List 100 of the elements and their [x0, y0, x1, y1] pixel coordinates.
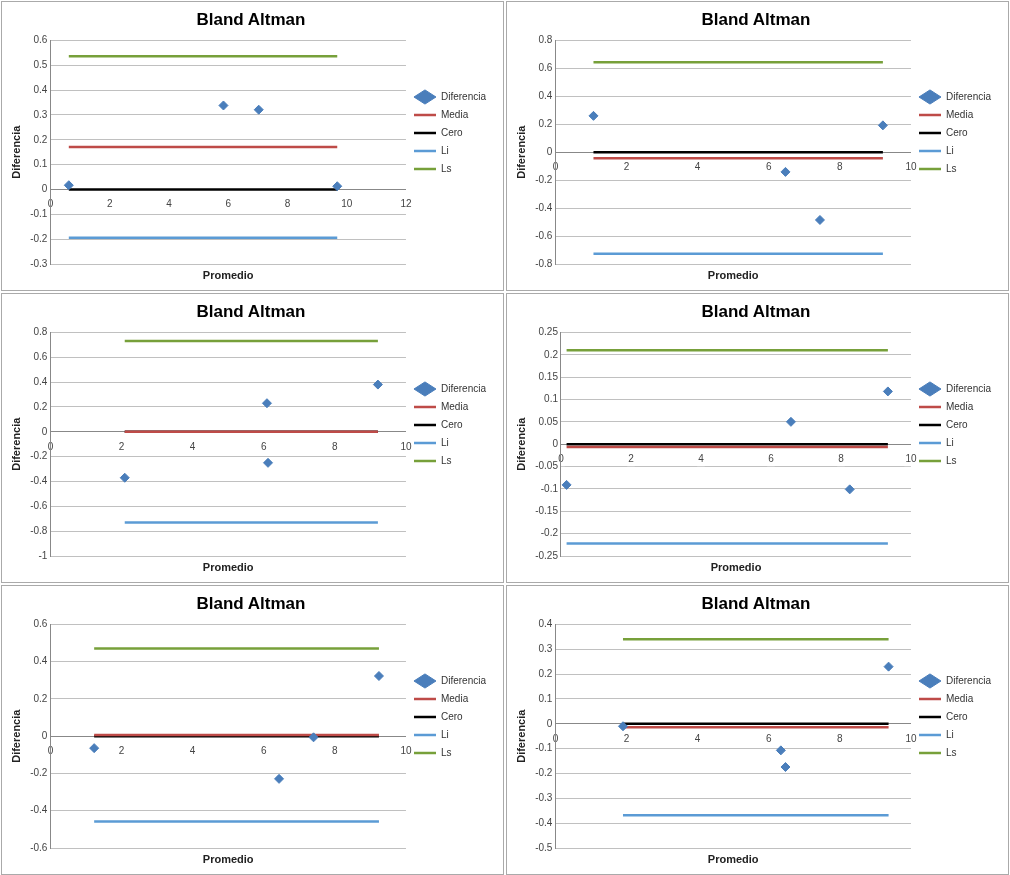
- x-tick-label: 8: [837, 732, 844, 744]
- y-tick-label: 0.3: [538, 642, 553, 654]
- y-tick-label: -1: [38, 549, 48, 561]
- x-axis-title: Promedio: [202, 560, 254, 573]
- legend-label: Li: [945, 728, 954, 740]
- x-tick-label: 4: [694, 160, 701, 172]
- legend-label: Cero: [945, 710, 969, 722]
- legend-label: Li: [440, 728, 449, 740]
- x-tick-label: 8: [332, 440, 339, 452]
- y-tick-label: -0.2: [30, 450, 48, 462]
- legend-label: Cero: [945, 126, 969, 138]
- x-axis-title: Promedio: [707, 268, 759, 281]
- y-tick-label: 0: [546, 145, 553, 157]
- y-tick-label: 0.4: [33, 375, 48, 387]
- x-tick-label: 6: [260, 744, 267, 756]
- x-tick-label: 6: [765, 732, 772, 744]
- legend-label: Media: [440, 108, 469, 120]
- x-tick-label: 10: [905, 732, 917, 744]
- chart-title: Bland Altman: [701, 9, 811, 29]
- y-tick-label: 0.4: [33, 83, 48, 95]
- y-axis-title: Diferencia: [514, 124, 527, 179]
- y-tick-label: 0.6: [33, 350, 48, 362]
- legend-label: Media: [440, 400, 469, 412]
- y-tick-label: 0.2: [538, 118, 553, 129]
- x-tick-label: 8: [284, 198, 291, 210]
- x-tick-label: 10: [400, 744, 412, 756]
- legend-label: Diferencia: [945, 674, 992, 686]
- y-tick-label: -0.1: [30, 208, 48, 220]
- y-tick-label: 0: [41, 183, 48, 195]
- y-tick-label: -0.6: [30, 841, 48, 853]
- y-tick-label: 0.1: [33, 158, 48, 170]
- x-tick-label: 2: [118, 744, 125, 756]
- x-axis-title: Promedio: [202, 268, 254, 281]
- x-tick-label: 10: [905, 452, 917, 464]
- legend-label: Diferencia: [440, 674, 487, 686]
- legend-label: Ls: [440, 162, 452, 174]
- y-tick-label: 0.4: [33, 655, 48, 667]
- x-tick-label: 6: [260, 440, 267, 452]
- chart-title: Bland Altman: [196, 301, 306, 321]
- x-tick-label: 10: [341, 198, 353, 210]
- y-tick-label: 0.4: [538, 90, 553, 102]
- legend-label: Li: [440, 436, 449, 448]
- chart-title: Bland Altman: [196, 593, 306, 613]
- y-tick-label: 0.15: [538, 370, 559, 382]
- y-tick-label: -0.2: [535, 173, 553, 185]
- y-tick-label: 0.2: [33, 400, 48, 412]
- y-tick-label: -0.8: [30, 524, 48, 536]
- x-axis-title: Promedio: [710, 560, 762, 573]
- legend-label: Media: [945, 400, 974, 412]
- y-tick-label: -0.2: [535, 767, 553, 779]
- x-tick-label: 4: [166, 198, 173, 210]
- y-tick-label: -0.3: [30, 257, 48, 269]
- y-tick-label: -0.2: [540, 527, 559, 539]
- x-tick-label: 8: [837, 160, 844, 172]
- y-axis-title: Diferencia: [514, 416, 527, 471]
- chart-title: Bland Altman: [701, 301, 811, 321]
- y-tick-label: 0.6: [33, 618, 48, 630]
- x-tick-label: 10: [400, 440, 412, 452]
- x-tick-label: 2: [623, 160, 630, 172]
- x-tick-label: 8: [332, 744, 339, 756]
- x-tick-label: 6: [768, 452, 775, 464]
- x-tick-label: 4: [189, 744, 196, 756]
- legend-label: Diferencia: [440, 382, 487, 394]
- legend-label: Media: [945, 108, 974, 120]
- x-tick-label: 6: [225, 198, 232, 210]
- x-tick-label: 2: [106, 198, 113, 210]
- y-tick-label: -0.2: [30, 232, 48, 244]
- y-tick-label: -0.4: [30, 804, 48, 816]
- y-tick-label: 0.2: [33, 692, 48, 704]
- y-tick-label: -0.05: [535, 460, 559, 472]
- y-tick-label: 0: [546, 717, 553, 729]
- legend-label: Cero: [440, 126, 464, 138]
- legend-label: Cero: [945, 418, 969, 430]
- y-tick-label: 0.6: [538, 62, 553, 74]
- y-tick-label: -0.1: [535, 742, 553, 754]
- y-tick-label: 0: [41, 425, 48, 437]
- y-tick-label: -0.8: [535, 257, 553, 269]
- x-axis-title: Promedio: [202, 852, 254, 865]
- legend-label: Media: [440, 692, 469, 704]
- legend-label: Li: [440, 144, 449, 156]
- legend-label: Li: [945, 436, 954, 448]
- legend-label: Ls: [440, 454, 452, 466]
- y-tick-label: -0.25: [535, 549, 559, 561]
- legend-label: Ls: [945, 162, 957, 174]
- y-tick-label: -0.4: [535, 201, 553, 213]
- legend-label: Cero: [440, 418, 464, 430]
- y-axis-title: Diferencia: [9, 416, 22, 471]
- legend-label: Diferencia: [440, 90, 487, 102]
- y-axis-title: Diferencia: [9, 124, 22, 179]
- y-tick-label: 0.5: [33, 58, 48, 70]
- legend-label: Diferencia: [945, 90, 992, 102]
- y-tick-label: 0.4: [538, 618, 553, 630]
- x-tick-label: 6: [765, 160, 772, 172]
- y-tick-label: 0.1: [544, 393, 559, 405]
- y-axis-title: Diferencia: [9, 708, 22, 763]
- y-tick-label: -0.3: [535, 792, 553, 804]
- x-tick-label: 4: [694, 732, 701, 744]
- y-tick-label: -0.6: [30, 500, 48, 512]
- y-tick-label: 0.2: [33, 133, 48, 145]
- y-tick-label: -0.5: [535, 841, 553, 853]
